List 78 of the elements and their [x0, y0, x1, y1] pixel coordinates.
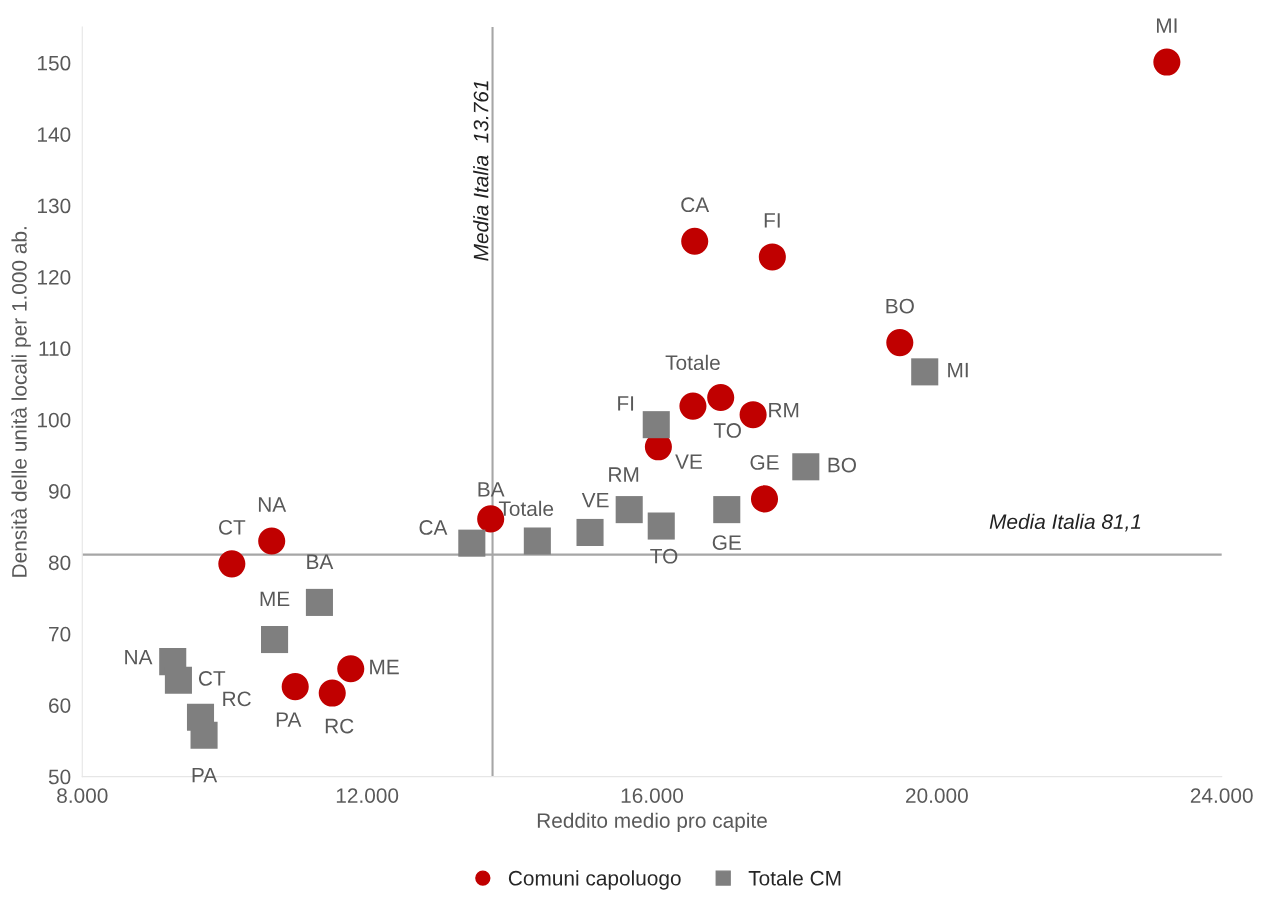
- annotation: CA: [419, 520, 448, 535]
- point: [164, 666, 192, 694]
- point: [190, 721, 218, 749]
- annotation: Totale: [498, 500, 554, 517]
- legend-label: Comuni capoluogo: [508, 870, 681, 890]
- point: [707, 384, 735, 412]
- x-tick-label: 12.000: [336, 788, 399, 803]
- y-tick-label: 120: [38, 269, 71, 285]
- point: [647, 512, 675, 540]
- annotation: VE: [675, 454, 702, 469]
- point: [261, 625, 289, 654]
- annotation: RC: [223, 691, 251, 707]
- y-tick-label: 50: [48, 769, 71, 785]
- annotation: ME: [370, 659, 399, 675]
- point: [1153, 48, 1181, 76]
- annotation: CT: [219, 519, 246, 535]
- ref-line-label: Media Italia 81,1: [989, 513, 1141, 532]
- y-tick-label: 110: [39, 341, 71, 357]
- point: [911, 358, 939, 386]
- annotation: RM: [769, 402, 799, 418]
- annotation: TO: [713, 423, 741, 438]
- annotation: BO: [886, 298, 914, 314]
- annotation: CT: [198, 671, 226, 686]
- annotation: CA: [681, 197, 710, 213]
- point: [458, 529, 486, 557]
- annotation: MI: [1156, 18, 1177, 33]
- annotation: RC: [325, 718, 354, 734]
- annotation: GE: [750, 455, 779, 470]
- point: [523, 527, 551, 555]
- point: [758, 243, 786, 271]
- y-tick-label: 140: [38, 127, 71, 142]
- annotation: FI: [764, 213, 780, 228]
- x-tick-label: 16.000: [621, 788, 684, 803]
- point: [713, 496, 741, 524]
- y-tick-label: 60: [49, 698, 71, 713]
- annotation: PA: [192, 767, 218, 783]
- annotation: NA: [258, 497, 287, 512]
- point: [337, 655, 365, 683]
- annotation: RM: [609, 467, 639, 482]
- y-tick-label: 150: [38, 55, 71, 71]
- annotation: BA: [478, 482, 505, 497]
- point: [642, 411, 670, 439]
- annotation: BO: [828, 457, 856, 473]
- point: [258, 527, 286, 555]
- annotation: BA: [307, 554, 334, 569]
- y-tick-label: 90: [48, 484, 71, 499]
- annotation: MI: [948, 362, 968, 378]
- annotation: Totale: [665, 354, 720, 371]
- y-tick-label: 100: [38, 412, 71, 428]
- point: [218, 550, 246, 578]
- annotation: ME: [260, 591, 290, 607]
- x-tick-label: 20.000: [906, 788, 968, 803]
- y-tick-label: 130: [38, 198, 71, 214]
- x-tick-label: 24.000: [1190, 788, 1253, 803]
- point: [739, 401, 767, 429]
- annotation: VE: [581, 492, 609, 508]
- legend-label: Totale CM: [748, 870, 841, 886]
- point: [792, 453, 820, 481]
- point: [886, 329, 914, 357]
- point: [576, 518, 604, 546]
- y-tick-label: 70: [49, 626, 71, 642]
- annotation: NA: [125, 649, 153, 665]
- annotation: FI: [618, 396, 634, 411]
- annotation: GE: [712, 535, 741, 550]
- point: [750, 485, 779, 513]
- point: [681, 227, 709, 255]
- x-axis-title: Reddito medio pro capite: [537, 812, 767, 833]
- annotation: PA: [276, 712, 302, 727]
- point: [615, 496, 643, 524]
- y-tick-label: 80: [48, 555, 71, 571]
- annotation: TO: [650, 548, 678, 564]
- x-tick-label: 8.000: [57, 788, 108, 803]
- ref-line-label: Media Italia 13.761: [473, 81, 489, 261]
- point: [305, 588, 333, 616]
- point: [318, 679, 346, 707]
- point: [281, 673, 309, 701]
- y-axis-title: Densità delle unità locali per 1.000 ab.: [11, 227, 31, 577]
- point: [679, 392, 707, 420]
